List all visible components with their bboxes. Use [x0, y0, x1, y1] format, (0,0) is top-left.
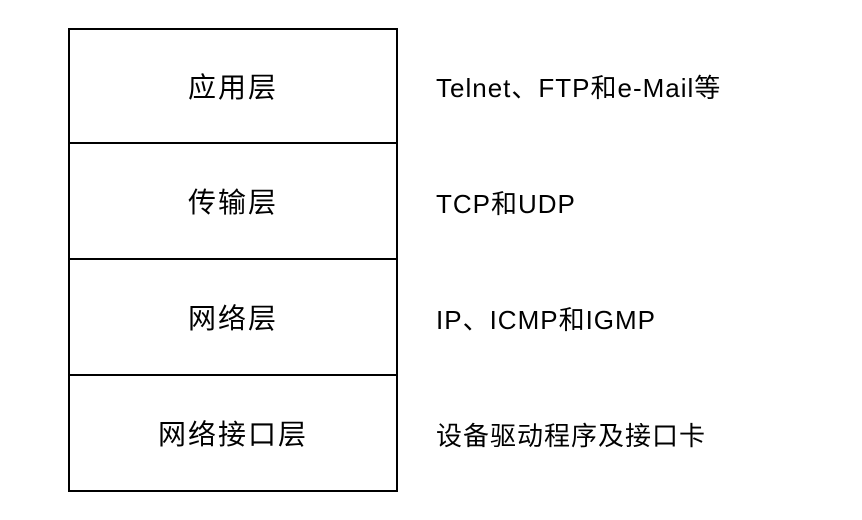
table-row: 网络层 IP、ICMP和IGMP [68, 260, 721, 376]
layer-name-cell: 网络层 [68, 260, 398, 376]
layer-desc: IP、ICMP和IGMP [436, 300, 656, 337]
layer-name-cell: 应用层 [68, 28, 398, 144]
table-row: 传输层 TCP和UDP [68, 144, 721, 260]
layer-name-cell: 传输层 [68, 144, 398, 260]
layer-desc: TCP和UDP [436, 184, 576, 221]
layer-diagram: 应用层 Telnet、FTP和e-Mail等 传输层 TCP和UDP 网络层 I… [68, 28, 721, 492]
layer-desc: Telnet、FTP和e-Mail等 [436, 68, 721, 105]
layer-desc: 设备驱动程序及接口卡 [436, 416, 706, 453]
table-row: 应用层 Telnet、FTP和e-Mail等 [68, 28, 721, 144]
table-row: 网络接口层 设备驱动程序及接口卡 [68, 376, 721, 492]
layer-name-cell: 网络接口层 [68, 376, 398, 492]
